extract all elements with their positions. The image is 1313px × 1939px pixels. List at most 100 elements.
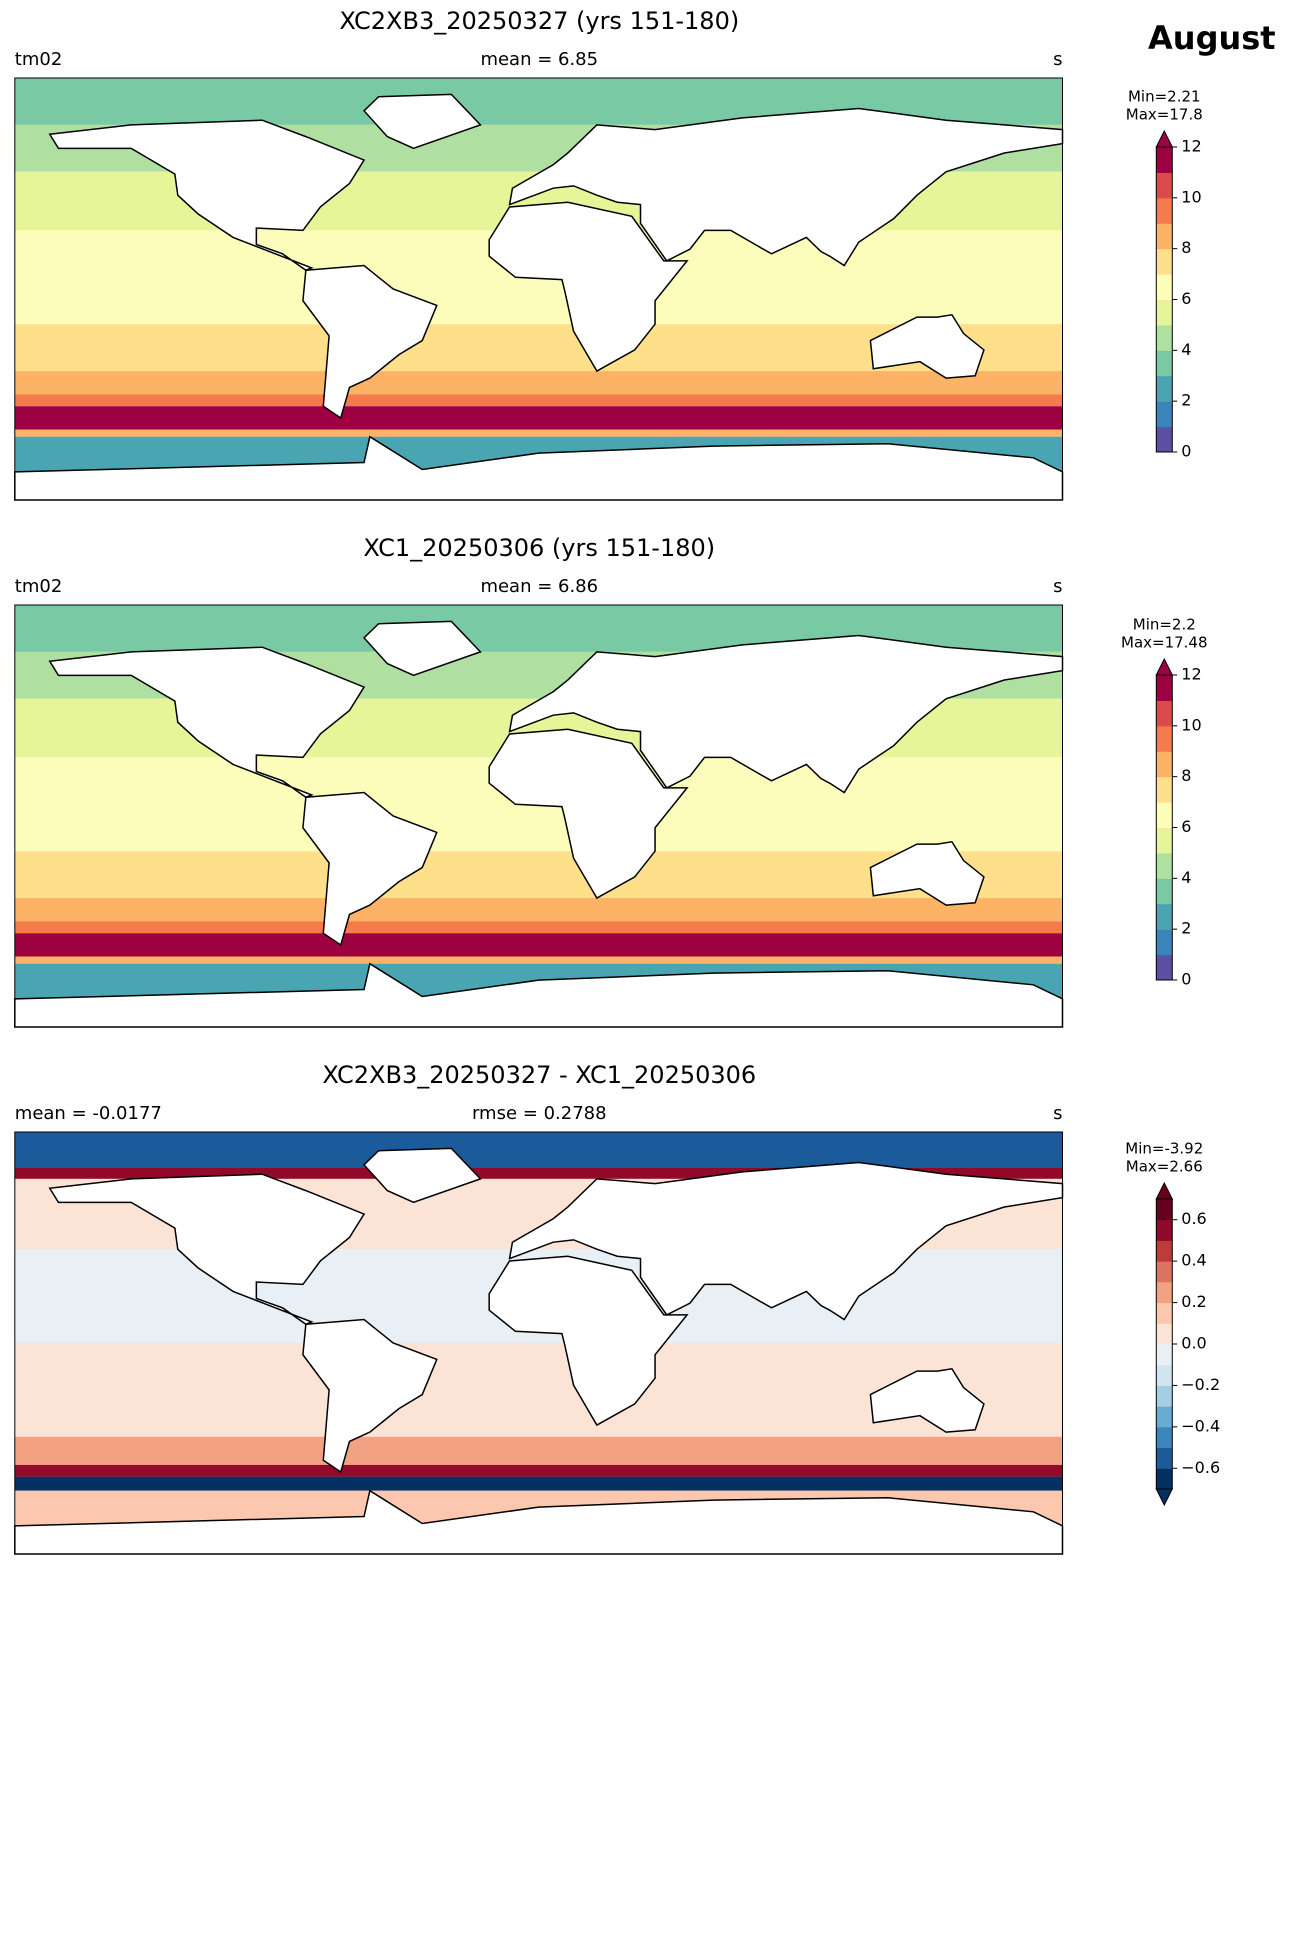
panel-right-label: s: [1053, 576, 1062, 597]
panel-left-label: mean = -0.0177: [15, 1103, 162, 1124]
colorbar-level: [1156, 1426, 1173, 1449]
colorbar-level: [1156, 223, 1173, 250]
land: [508, 1161, 1064, 1321]
colorbar-tick-label: 4: [1181, 340, 1191, 359]
colorbar-level: [1156, 197, 1173, 224]
colorbar-tick-label: 2: [1181, 391, 1191, 410]
map: [14, 78, 1064, 501]
land: [362, 620, 482, 677]
map: [14, 1132, 1064, 1555]
colorbar-level: [1156, 172, 1173, 199]
map-field: [14, 898, 1063, 922]
colorbar-level: [1156, 878, 1173, 905]
colorbar-level: [1156, 1219, 1173, 1241]
panel-title: XC1_20250306 (yrs 151-180): [363, 534, 715, 562]
land: [48, 119, 366, 272]
colorbar-tick-label: 10: [1181, 715, 1201, 734]
colorbar-level: [1156, 375, 1173, 402]
colorbar-level: [1156, 929, 1173, 956]
colorbar-max: Max=17.48: [1121, 634, 1208, 652]
colorbar-tick-label: 2: [1181, 919, 1191, 938]
map-field: [14, 1167, 1063, 1179]
colorbar-tick-label: 0: [1181, 442, 1191, 461]
panel-center-label: mean = 6.86: [480, 576, 598, 597]
colorbar-min: Min=2.21: [1128, 88, 1201, 106]
map-frame: [14, 1131, 1063, 1555]
colorbar-extend-max: [1155, 657, 1174, 676]
colorbar-tick-label: 6: [1181, 817, 1191, 836]
colorbar-level: [1156, 1406, 1173, 1428]
colorbar-min: Min=2.2: [1133, 616, 1196, 634]
colorbar-extend-max: [1155, 129, 1174, 148]
map-field: [14, 429, 1063, 437]
colorbar-level: [1156, 903, 1173, 930]
colorbar-level: [1156, 1240, 1173, 1262]
colorbar-tick-label: 12: [1181, 137, 1201, 156]
colorbar-tick-label: 0.0: [1181, 1334, 1206, 1353]
land: [488, 728, 689, 900]
map-field: [14, 394, 1063, 407]
colorbar-min: Min=-3.92: [1125, 1140, 1203, 1158]
map-field: [14, 1476, 1063, 1491]
colorbar-level: [1156, 1447, 1173, 1469]
map-field: [14, 956, 1063, 964]
panel-left-label: tm02: [15, 576, 63, 597]
colorbar-level: [1156, 751, 1173, 778]
land: [362, 93, 482, 150]
map-field: [14, 1132, 1063, 1168]
colorbar-level: [1156, 401, 1173, 428]
colorbar-level: [1156, 776, 1173, 803]
map: [14, 605, 1064, 1028]
land: [48, 646, 366, 799]
colorbar-level: [1156, 1302, 1173, 1324]
land: [869, 313, 985, 379]
colorbar-level: [1156, 675, 1173, 701]
colorbar-tick-label: 8: [1181, 766, 1191, 785]
map-field: [14, 921, 1063, 934]
colorbar-level: [1156, 1385, 1173, 1407]
land: [869, 1367, 985, 1433]
panel-left-label: tm02: [15, 49, 63, 70]
land: [488, 201, 689, 373]
colorbar-level: [1156, 1323, 1173, 1345]
land: [302, 1318, 438, 1474]
land: [302, 791, 438, 947]
colorbar-level: [1156, 299, 1173, 326]
colorbar-level: [1156, 274, 1173, 300]
panel-center-label: mean = 6.85: [480, 49, 598, 70]
panel-right-label: s: [1053, 49, 1062, 70]
suptitle: August: [1148, 19, 1276, 57]
colorbar-tick-label: −0.2: [1181, 1375, 1220, 1394]
colorbar-level: [1156, 1344, 1173, 1366]
map-field: [14, 1464, 1063, 1477]
colorbar-level: [1156, 147, 1173, 173]
map-frame: [14, 604, 1063, 1028]
colorbar-level: [1156, 827, 1173, 854]
colorbar-tick-label: 6: [1181, 289, 1191, 308]
panel-center-label: rmse = 0.2788: [472, 1103, 607, 1124]
map-frame: [14, 77, 1063, 501]
colorbar-tick-label: 0: [1181, 970, 1191, 989]
colorbar-tick-label: −0.6: [1181, 1458, 1220, 1477]
colorbar-level: [1156, 350, 1173, 377]
colorbar-level: [1156, 1261, 1173, 1283]
land: [302, 264, 438, 420]
colorbar-max: Max=17.8: [1126, 106, 1203, 124]
colorbar-level: [1156, 1364, 1173, 1386]
map-field: [14, 933, 1063, 957]
colorbar-level: [1156, 426, 1173, 453]
colorbar-tick-label: 10: [1181, 187, 1201, 206]
panel-title: XC2XB3_20250327 (yrs 151-180): [339, 7, 739, 35]
colorbar-level: [1156, 725, 1173, 752]
colorbar-tick-label: 0.6: [1181, 1209, 1206, 1228]
colorbar-extend-max: [1155, 1181, 1174, 1200]
land: [48, 1173, 366, 1326]
colorbar-extend-min: [1155, 1488, 1174, 1507]
colorbar-level: [1156, 1199, 1173, 1221]
colorbar-tick-label: −0.4: [1181, 1416, 1220, 1435]
land: [488, 1255, 689, 1427]
land: [362, 1147, 482, 1204]
colorbar-tick-label: 4: [1181, 868, 1191, 887]
